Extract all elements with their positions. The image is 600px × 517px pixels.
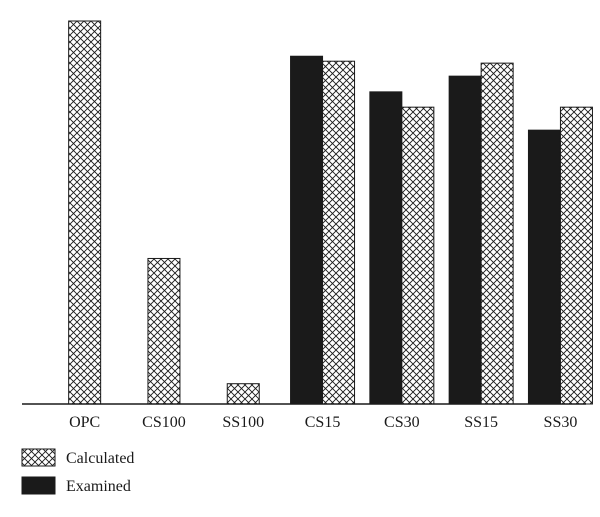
bar-calculated-opc [68,20,102,405]
x-tick-label-cs100: CS100 [142,414,186,431]
bar-calculated-ss15 [480,62,514,405]
x-tick-label-ss100: SS100 [222,414,264,431]
bar-examined-cs15 [290,55,324,405]
bar-calculated-cs15 [322,60,356,405]
x-tick-label-ss15: SS15 [464,414,498,431]
bars-group [68,20,593,405]
bar-calculated-ss30 [559,106,593,405]
bar-examined-cs30 [369,91,403,405]
bar-calculated-ss100 [226,383,260,405]
bar-calculated-cs30 [401,106,435,405]
x-tick-label-ss30: SS30 [544,414,578,431]
legend-swatch-calculated [21,448,56,467]
x-tick-label-cs30: CS30 [384,414,420,431]
bar-examined-ss15 [448,75,482,405]
legend-label-calculated: Calculated [66,450,134,467]
legend-swatch-examined [21,476,56,495]
bar-examined-ss30 [527,129,561,405]
bar-calculated-cs100 [147,257,181,405]
x-tick-label-opc: OPC [69,414,100,431]
x-tick-label-cs15: CS15 [305,414,341,431]
x-tick-labels: OPC CS100 SS100 CS15 CS30 SS15 SS30 [69,414,577,431]
legend: Calculated Examined [21,448,134,495]
legend-label-examined: Examined [66,478,131,495]
